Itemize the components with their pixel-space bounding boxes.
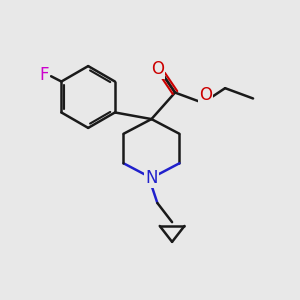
Text: N: N xyxy=(145,169,158,187)
Text: O: O xyxy=(151,60,164,78)
Text: F: F xyxy=(40,66,50,84)
Text: O: O xyxy=(199,86,212,104)
